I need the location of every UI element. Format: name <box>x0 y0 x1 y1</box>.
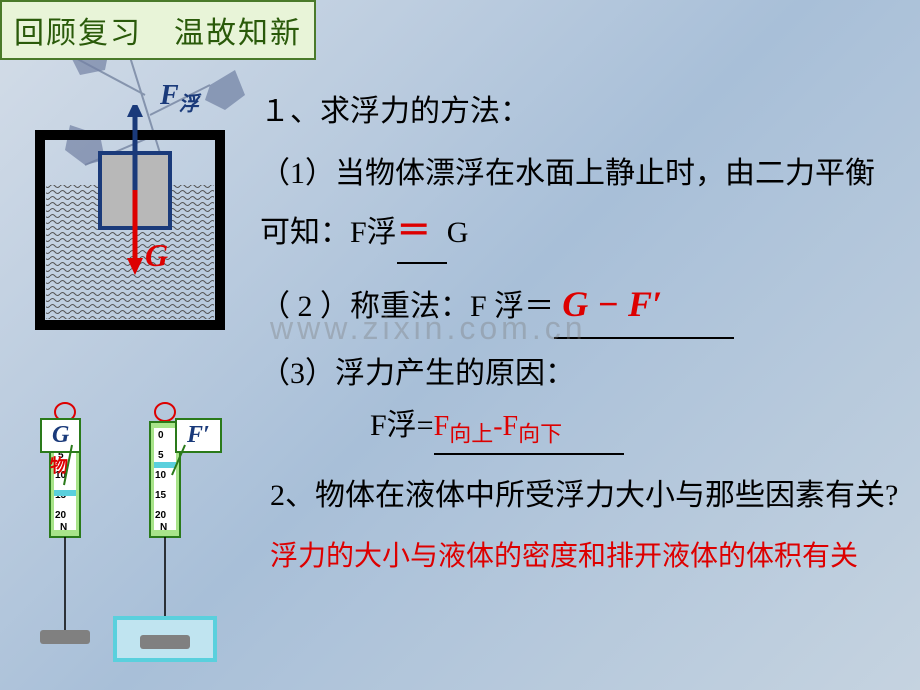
watermark: www.zixin.com.cn <box>270 310 587 347</box>
f-callout-arrow <box>170 440 200 480</box>
g-gravity-label: G <box>145 237 168 274</box>
svg-text:N: N <box>160 522 167 533</box>
buoyancy-diagram <box>30 105 230 330</box>
section-1-item-3: （3）浮力产生的原因： <box>260 347 900 401</box>
svg-text:10: 10 <box>155 470 167 481</box>
svg-text:15: 15 <box>155 490 167 501</box>
section-1-heading: １、求浮力的方法： <box>260 85 900 139</box>
svg-text:20: 20 <box>155 510 167 521</box>
svg-text:0: 0 <box>158 430 164 441</box>
g-callout-arrow <box>62 440 92 490</box>
f-buoyancy-label: F浮 <box>160 80 199 117</box>
svg-text:5: 5 <box>158 450 164 461</box>
section-2-answer: 浮力的大小与液体的密度和排开液体的体积有关 <box>270 533 910 581</box>
svg-text:N: N <box>60 522 67 533</box>
svg-text:20: 20 <box>55 510 67 521</box>
section-1-item-3-equation: F浮= F向上-F向下 <box>370 400 910 455</box>
section-1: １、求浮力的方法： （1）当物体漂浮在水面上静止时，由二力平衡可知：F浮＝G （… <box>260 85 900 409</box>
section-1-item-1: （1）当物体漂浮在水面上静止时，由二力平衡可知：F浮＝G <box>260 147 900 264</box>
section-2-question: 2、物体在液体中所受浮力大小与那些因素有关? <box>270 470 910 521</box>
section-2: F浮= F向上-F向下 2、物体在液体中所受浮力大小与那些因素有关? 浮力的大小… <box>270 400 910 581</box>
review-title: 回顾复习 温故知新 <box>0 0 316 60</box>
